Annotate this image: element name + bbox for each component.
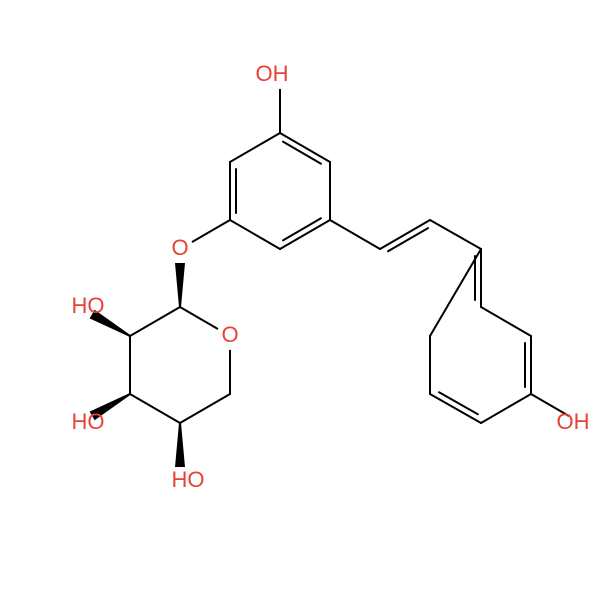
atom-label: O	[221, 322, 238, 347]
atom-label: OH	[557, 409, 590, 434]
label-halo-layer	[66, 61, 595, 495]
labels-layer: O HO HO HO O OH OH	[72, 61, 590, 492]
molecule-diagram: O HO HO HO O OH OH	[0, 0, 600, 600]
atom-label: O	[171, 235, 188, 260]
atom-label: HO	[172, 467, 205, 492]
atom-label: HO	[72, 409, 105, 434]
atom-label: OH	[256, 61, 289, 86]
bonds-layer	[130, 89, 569, 423]
atom-label: HO	[72, 293, 105, 318]
